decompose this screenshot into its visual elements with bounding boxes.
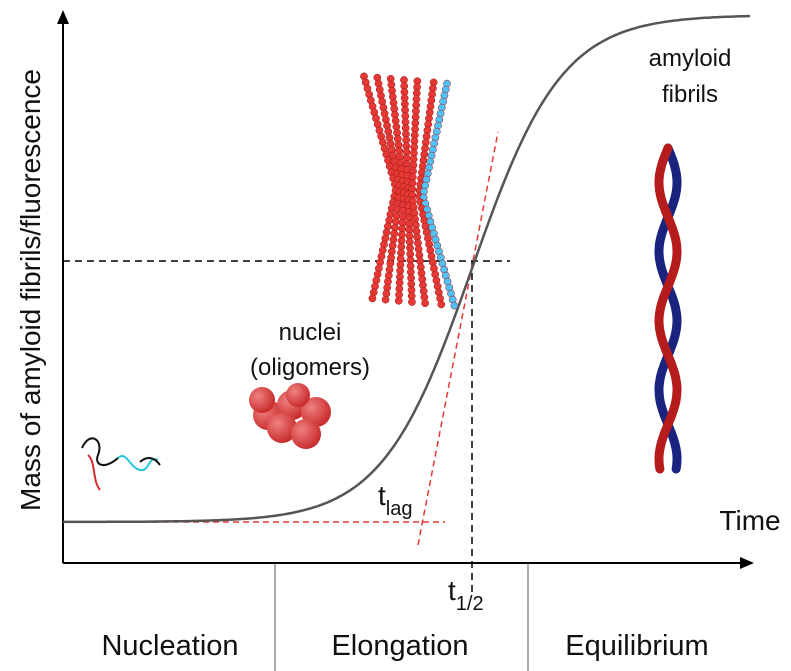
bead [450, 301, 459, 310]
y-arrow [57, 10, 69, 24]
nuclei-label: nuclei (oligomers) [250, 319, 370, 381]
phase-label: Nucleation [101, 630, 238, 662]
fibril-illustration [360, 72, 459, 310]
monomer [81, 437, 161, 491]
bead [394, 296, 403, 305]
t-half-label: t1/2 [448, 575, 484, 615]
bead [408, 298, 416, 306]
bead [381, 295, 390, 304]
strand [654, 143, 682, 474]
bead [421, 299, 429, 308]
bead [437, 300, 446, 309]
fibrils-label: amyloid fibrils [649, 45, 732, 108]
nuclei-cluster [249, 383, 331, 449]
bead [368, 294, 377, 303]
phase-label: Elongation [331, 630, 468, 662]
strand [654, 143, 682, 474]
twisted-fibril [654, 143, 682, 474]
y-axis-label: Mass of amyloid fibrils/fluorescence [15, 69, 46, 511]
growth-curve [63, 14, 751, 524]
x-axis-label: Time [719, 505, 780, 536]
x-arrow [740, 557, 754, 569]
t-lag-label: tlag [378, 480, 412, 520]
phase-label: Equilibrium [565, 630, 708, 662]
tangent-line [417, 131, 499, 546]
